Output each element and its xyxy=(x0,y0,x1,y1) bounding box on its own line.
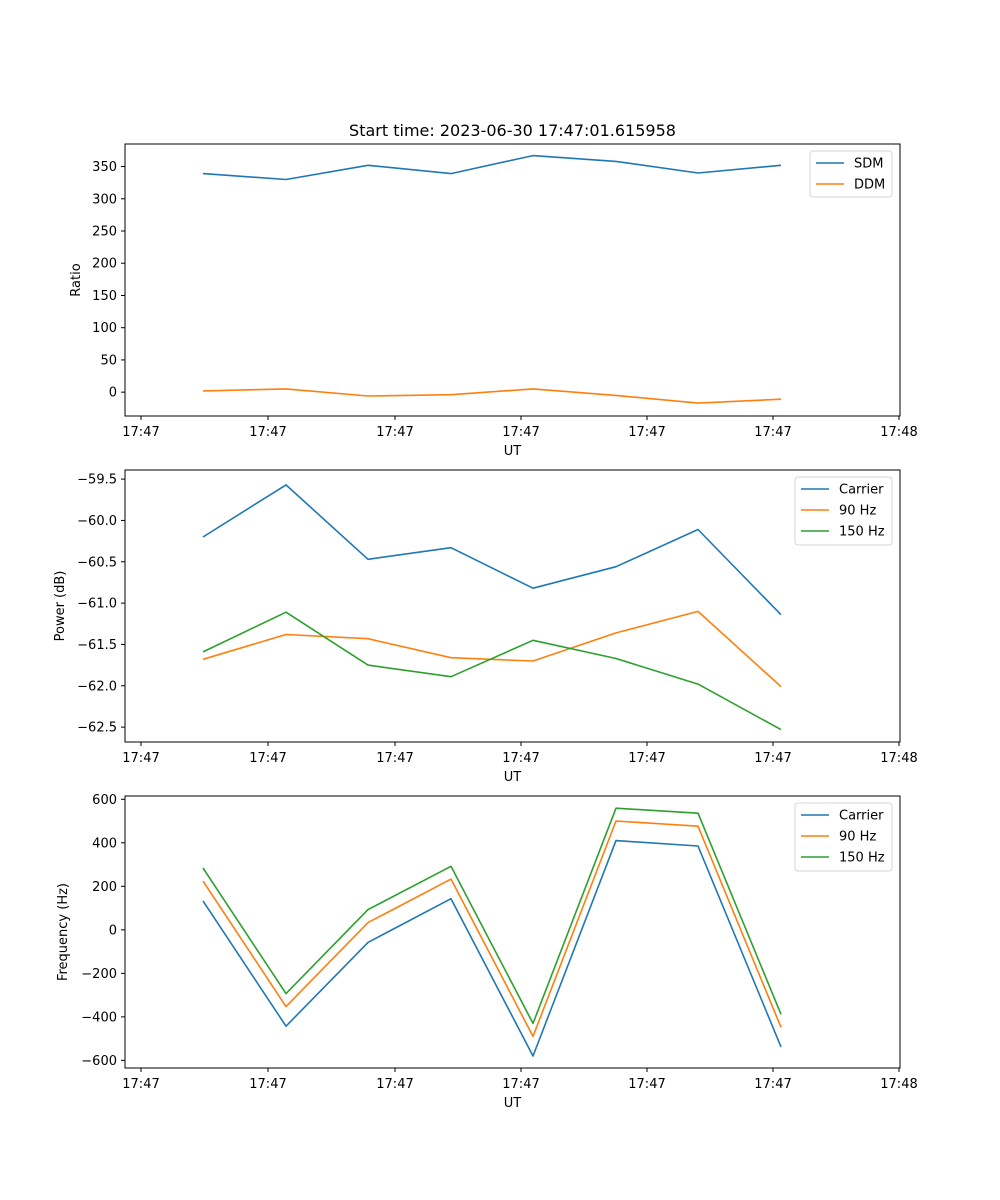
y-tick-label: −60.5 xyxy=(77,555,117,570)
x-tick-label: 17:47 xyxy=(249,751,286,766)
legend-label: 150 Hz xyxy=(839,851,885,866)
x-tick-label: 17:48 xyxy=(880,425,917,440)
x-axis-label: UT xyxy=(504,770,522,785)
y-tick-label: −61.0 xyxy=(77,597,117,612)
x-tick-label: 17:47 xyxy=(249,1077,286,1092)
x-tick-label: 17:47 xyxy=(376,1077,413,1092)
y-tick-label: 50 xyxy=(100,353,117,368)
x-tick-label: 17:47 xyxy=(502,425,539,440)
y-tick-label: 0 xyxy=(109,923,117,938)
series-line-ddm xyxy=(202,388,782,404)
y-axis-label: Power (dB) xyxy=(53,571,68,642)
chart-panel-3: 17:47 17:47 17:47 17:47 17:47 17:47 17:48 600 40… xyxy=(56,793,918,1111)
y-tick-label: 400 xyxy=(92,836,117,851)
y-tick-label: −60.0 xyxy=(77,514,117,529)
y-tick-label: −600 xyxy=(81,1054,117,1069)
legend-label: 90 Hz xyxy=(839,504,876,519)
chart-panel-1: 17:47 17:47 17:47 17:47 17:47 17:47 17:48 0 50 10… xyxy=(69,143,918,459)
x-tick-label: 17:47 xyxy=(122,1077,159,1092)
y-tick-label: 300 xyxy=(92,192,117,207)
x-tick-label: 17:47 xyxy=(502,751,539,766)
y-tick-label: 250 xyxy=(92,225,117,240)
x-tick-label: 17:47 xyxy=(376,425,413,440)
legend: SDM DDM xyxy=(809,150,893,198)
x-tick-label: 17:47 xyxy=(502,1077,539,1092)
x-tick-label: 17:47 xyxy=(628,751,665,766)
y-tick-label: 200 xyxy=(92,880,117,895)
x-axis-label: UT xyxy=(504,444,522,459)
legend-label: 150 Hz xyxy=(839,525,885,540)
series-line-carrier xyxy=(202,839,782,1057)
y-tick-label: −62.0 xyxy=(77,679,117,694)
x-tick-label: 17:47 xyxy=(628,425,665,440)
y-tick-label: −400 xyxy=(81,1010,117,1025)
legend: Carrier 90 Hz 150 Hz xyxy=(794,802,893,872)
x-tick-label: 17:47 xyxy=(122,425,159,440)
x-tick-label: 17:47 xyxy=(628,1077,665,1092)
series-line-150-hz xyxy=(202,611,782,731)
y-tick-label: −59.5 xyxy=(77,473,117,488)
plot-frame xyxy=(124,143,901,417)
legend-label: Carrier xyxy=(839,483,884,498)
legend-box xyxy=(794,476,893,546)
series-line-carrier xyxy=(202,484,782,616)
x-tick-label: 17:47 xyxy=(376,751,413,766)
series-line-sdm xyxy=(202,154,782,181)
legend: Carrier 90 Hz 150 Hz xyxy=(794,476,893,546)
plot-frame xyxy=(124,795,901,1069)
chart-panel-2: 17:47 17:47 17:47 17:47 17:47 17:47 17:48 −59.5… xyxy=(53,469,918,785)
legend-box xyxy=(794,802,893,872)
x-axis-label: UT xyxy=(504,1096,522,1111)
x-tick-label: 17:48 xyxy=(880,1077,917,1092)
x-tick-label: 17:48 xyxy=(880,751,917,766)
y-tick-label: −61.5 xyxy=(77,638,117,653)
y-tick-label: −62.5 xyxy=(77,721,117,736)
y-tick-label: 350 xyxy=(92,160,117,175)
y-axis-label: Frequency (Hz) xyxy=(56,883,71,981)
y-axis-label: Ratio xyxy=(69,263,84,296)
y-tick-label: 0 xyxy=(109,386,117,401)
x-tick-label: 17:47 xyxy=(754,751,791,766)
legend-label: 90 Hz xyxy=(839,830,876,845)
legend-label: Carrier xyxy=(839,809,884,824)
legend-label: SDM xyxy=(854,157,883,172)
y-tick-label: 150 xyxy=(92,289,117,304)
y-tick-label: 100 xyxy=(92,321,117,336)
x-tick-label: 17:47 xyxy=(122,751,159,766)
y-tick-label: −200 xyxy=(81,967,117,982)
figure-title: Start time: 2023-06-30 17:47:01.615958 xyxy=(349,121,676,140)
x-tick-label: 17:47 xyxy=(754,1077,791,1092)
series-line-90-hz xyxy=(202,820,782,1038)
y-tick-label: 600 xyxy=(92,793,117,808)
x-tick-label: 17:47 xyxy=(249,425,286,440)
series-line-150-hz xyxy=(202,807,782,1025)
y-tick-label: 200 xyxy=(92,257,117,272)
charts-container: 17:47 17:47 17:47 17:47 17:47 17:47 17:48 0 50 10… xyxy=(53,143,918,1111)
legend-label: DDM xyxy=(854,178,885,193)
x-tick-label: 17:47 xyxy=(754,425,791,440)
plot-frame xyxy=(124,469,901,743)
